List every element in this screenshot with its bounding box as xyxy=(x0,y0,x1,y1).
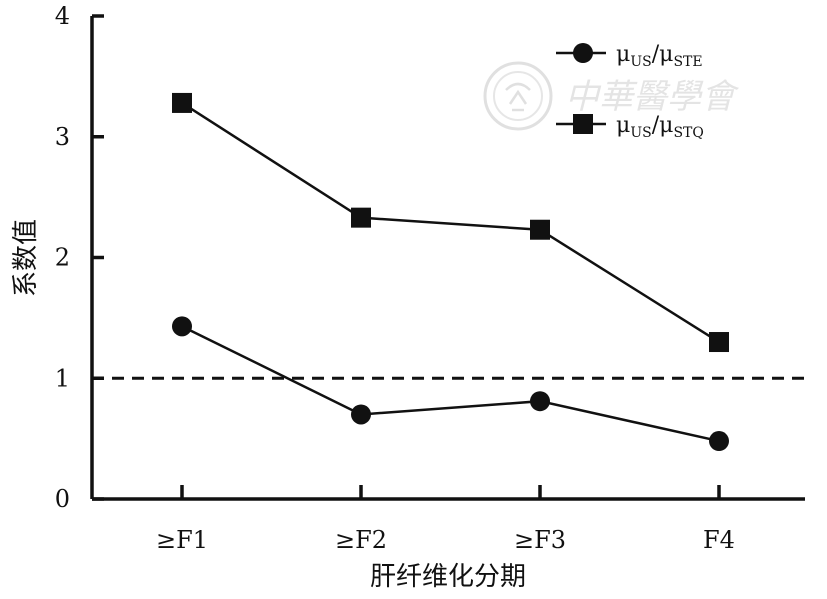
data-point-ste xyxy=(172,316,192,337)
data-point-stq xyxy=(530,219,550,240)
x-ticks: ≥F1 ≥F2 ≥F3 F4 xyxy=(156,485,735,554)
legend-label-ste: μUS/μSTE xyxy=(616,42,703,70)
y-axis-title: 系数值 xyxy=(11,219,41,297)
series-line-stq xyxy=(181,101,720,344)
series-line-ste xyxy=(181,325,720,443)
y-tick-label: 3 xyxy=(55,123,70,151)
watermark-text: 中華醫學會 xyxy=(565,77,740,117)
x-tick-label: ≥F2 xyxy=(335,526,387,554)
data-point-ste xyxy=(530,391,550,412)
y-tick-label: 1 xyxy=(55,364,70,392)
watermark: 中華醫學會 xyxy=(483,61,740,131)
data-point-stq xyxy=(709,332,729,353)
legend-label-stq: μUS/μSTQ xyxy=(616,113,704,141)
data-point-ste xyxy=(709,431,729,452)
watermark-seal-icon xyxy=(483,61,553,131)
axes: 0 1 2 3 4 ≥F1 ≥F2 ≥F3 F4 xyxy=(55,2,805,554)
series-layer xyxy=(172,92,729,452)
x-tick-label: F4 xyxy=(703,526,735,554)
y-tick-label: 4 xyxy=(55,2,70,30)
legend-item-stq: μUS/μSTQ xyxy=(556,113,704,141)
series-stq xyxy=(172,92,729,353)
data-point-ste xyxy=(351,404,371,425)
x-axis-title: 肝纤维化分期 xyxy=(370,562,526,592)
legend-marker-circle xyxy=(573,43,593,63)
data-point-stq xyxy=(351,207,371,228)
y-tick-label: 0 xyxy=(55,485,70,513)
legend: μUS/μSTE μUS/μSTQ xyxy=(556,42,704,141)
series-ste xyxy=(172,316,729,452)
x-tick-label: ≥F3 xyxy=(514,526,566,554)
y-ticks: 0 1 2 3 4 xyxy=(55,2,104,513)
legend-item-ste: μUS/μSTE xyxy=(556,42,703,70)
data-point-stq xyxy=(172,92,192,113)
legend-marker-square xyxy=(573,114,593,134)
y-tick-label: 2 xyxy=(55,244,70,272)
x-tick-label: ≥F1 xyxy=(156,526,208,554)
